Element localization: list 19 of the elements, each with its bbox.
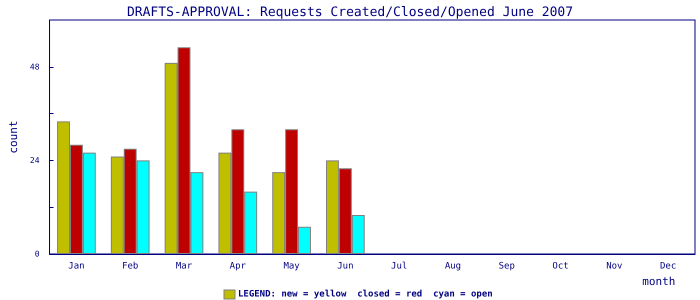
x-tick-label: Oct bbox=[552, 262, 569, 272]
x-tick-label: Jul bbox=[391, 262, 408, 272]
y-tick-label: 24 bbox=[30, 156, 40, 165]
x-tick-label: Jan bbox=[68, 262, 85, 272]
x-tick-label: Nov bbox=[606, 262, 622, 272]
text: LEGEND: new = yellow closed = red cyan = open bbox=[238, 290, 493, 300]
y-axis-title: count bbox=[7, 120, 20, 154]
y-tick-label: 48 bbox=[30, 62, 40, 72]
x-tick-label: Jun bbox=[337, 262, 354, 272]
y-tick-label: 0 bbox=[34, 250, 40, 258]
x-tick-label: May bbox=[283, 262, 300, 272]
chart-title: DRAFTS-APPROVAL: Requests Created/Closed/Opened June 2007 bbox=[126, 5, 574, 20]
x-tick-label: Aug bbox=[444, 262, 462, 272]
x-tick-label: Apr bbox=[230, 262, 246, 272]
x-tick-label: Sep bbox=[498, 262, 515, 272]
x-tick-label: Dec bbox=[660, 262, 676, 272]
x-tick-label: Mar bbox=[176, 262, 193, 272]
x-tick-label: Feb bbox=[122, 262, 138, 272]
x-axis-title: month bbox=[642, 274, 676, 288]
